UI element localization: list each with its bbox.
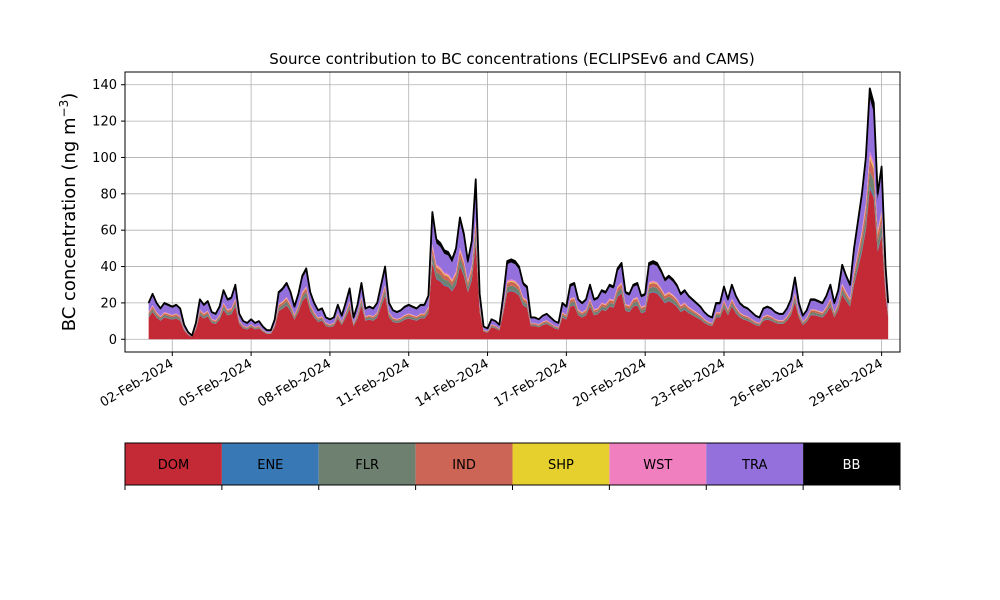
legend-swatch-tra xyxy=(706,443,804,485)
legend-swatch-ind xyxy=(415,443,513,485)
x-tick-label: 05-Feb-2024 xyxy=(177,356,256,410)
legend-label-ene: ENE xyxy=(257,458,283,473)
y-tick-label: 60 xyxy=(100,224,117,239)
chart-title: Source contribution to BC concentrations… xyxy=(269,50,754,68)
legend-label-flr: FLR xyxy=(355,458,379,473)
y-axis-label-exponent: −3 xyxy=(57,100,71,118)
legend-swatch-bb xyxy=(803,443,900,485)
legend-swatch-wst xyxy=(609,443,707,485)
plot-frame xyxy=(124,71,901,353)
total-line xyxy=(147,87,890,337)
x-tick-label: 11-Feb-2024 xyxy=(334,356,413,410)
legend-swatch-flr xyxy=(318,443,416,485)
legend: DOM ENE FLR IND SHP WST TRA BB xyxy=(124,442,901,490)
y-tick-label: 20 xyxy=(100,296,117,311)
legend-swatch-dom xyxy=(125,443,222,485)
area-dom xyxy=(148,188,889,340)
y-axis-label-close: ) xyxy=(59,93,80,100)
legend-label-wst: WST xyxy=(643,458,672,473)
y-tick-label: 100 xyxy=(92,151,117,166)
legend-label-ind: IND xyxy=(452,458,476,473)
x-tick-label: 08-Feb-2024 xyxy=(255,356,334,410)
y-tick-label: 80 xyxy=(100,187,117,202)
x-tick-label: 02-Feb-2024 xyxy=(98,356,177,410)
x-tick-label: 17-Feb-2024 xyxy=(492,356,571,410)
x-tick-label: 14-Feb-2024 xyxy=(413,356,492,410)
legend-label-tra: TRA xyxy=(741,458,767,473)
legend-swatch-shp xyxy=(512,443,610,485)
x-tick-label: 29-Feb-2024 xyxy=(807,356,886,410)
x-axis: 02-Feb-2024 05-Feb-2024 08-Feb-2024 11-Feb-… xyxy=(98,352,886,410)
legend-label-dom: DOM xyxy=(158,458,189,473)
legend-label-bb: BB xyxy=(843,458,861,473)
y-tick-label: 140 xyxy=(92,78,117,93)
x-tick-label: 23-Feb-2024 xyxy=(649,356,728,410)
total-outline xyxy=(147,87,890,337)
y-tick-label: 120 xyxy=(92,115,117,130)
x-tick-label: 26-Feb-2024 xyxy=(728,356,807,410)
y-tick-label: 40 xyxy=(100,260,117,275)
stacked-areas xyxy=(148,88,889,340)
legend-swatch-ene xyxy=(221,443,319,485)
x-tick-label: 20-Feb-2024 xyxy=(571,356,650,410)
legend-label-shp: SHP xyxy=(548,458,574,473)
y-axis: 0 20 40 60 80 100 120 140 xyxy=(92,78,125,348)
y-axis-label: BC concentration (ng m−3) xyxy=(57,93,80,332)
y-tick-label: 0 xyxy=(109,333,117,348)
